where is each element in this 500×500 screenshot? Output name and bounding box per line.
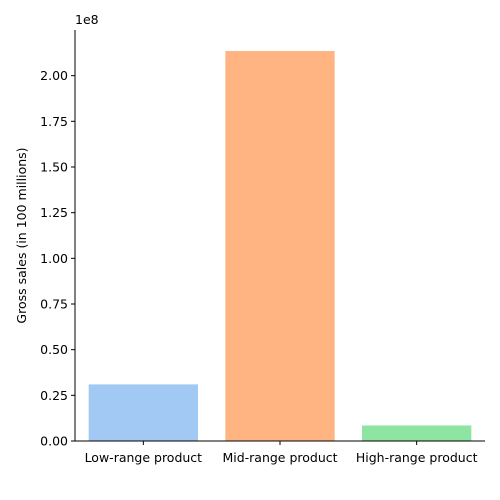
bar-3 <box>362 425 472 441</box>
x-tick-label-2: Mid-range product <box>222 450 337 465</box>
bar-1 <box>88 384 198 441</box>
y-tick-label-9: 2.00 <box>40 68 68 83</box>
y-tick-label-6: 1.25 <box>40 205 68 220</box>
y-tick-label-1: 0.00 <box>40 434 68 449</box>
y-axis-title: Gross sales (in 100 millions) <box>14 147 29 323</box>
y-tick-label-7: 1.50 <box>40 160 68 175</box>
bars-group <box>88 51 472 442</box>
y-tick-label-8: 1.75 <box>40 114 68 129</box>
x-tick-label-3: High-range product <box>356 450 478 465</box>
bar-2 <box>225 51 335 442</box>
x-axis-ticks: Low-range product Mid-range product High-r… <box>85 441 478 465</box>
y-axis-ticks: 0.00 0.25 0.50 0.75 1.00 1.25 1.50 1.75 2.00 <box>40 68 75 449</box>
y-tick-label-2: 0.25 <box>40 388 68 403</box>
y-tick-label-3: 0.50 <box>40 342 68 357</box>
x-tick-label-1: Low-range product <box>85 450 203 465</box>
y-axis-offset-label: 1e8 <box>75 12 99 27</box>
y-tick-label-4: 0.75 <box>40 297 68 312</box>
y-tick-label-5: 1.00 <box>40 251 68 266</box>
